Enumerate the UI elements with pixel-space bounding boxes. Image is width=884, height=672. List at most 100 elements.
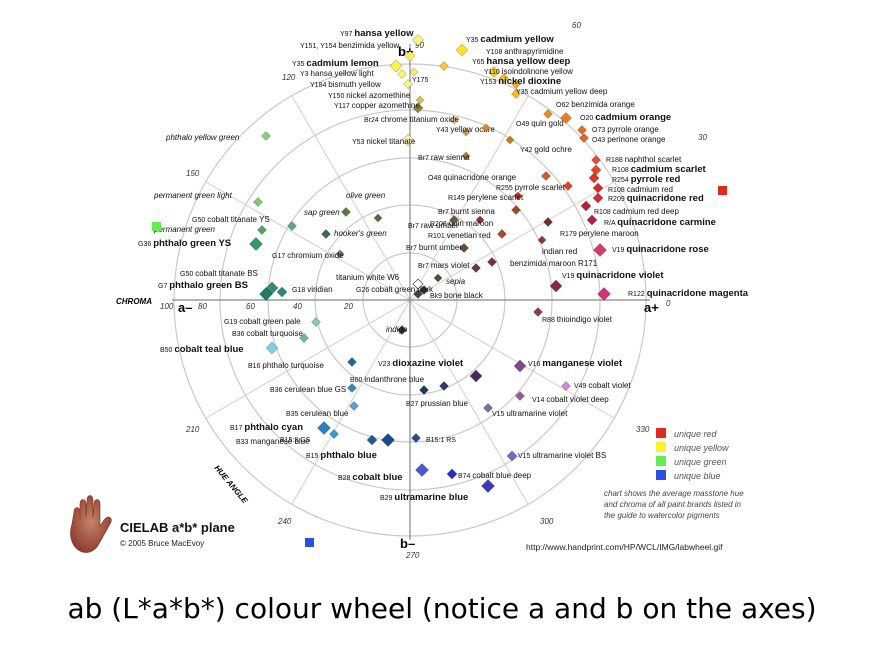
- slide-caption: ab (L*a*b*) colour wheel (notice a and b…: [67, 592, 817, 625]
- pigment-entry: G19 cobalt green pale: [224, 317, 321, 327]
- pigment-label: O73 pyrrole orange: [592, 125, 659, 134]
- pigment-label: V15 ultramarine violet: [492, 409, 568, 418]
- pigment-name: manganese blue: [250, 437, 310, 446]
- pigment-marker: [563, 181, 573, 191]
- pigment-label: G7 phthalo green BS: [158, 280, 248, 291]
- pigment-code: Y151, Y154: [300, 43, 338, 50]
- pigment-name: ultramarine violet: [506, 409, 568, 418]
- pigment-code: Br24: [364, 117, 381, 124]
- pigment-name: indigo: [386, 325, 408, 334]
- hue-tick: 150: [186, 169, 200, 178]
- pigment-name: olive green: [346, 191, 386, 200]
- pigment-entry: B60 indanthrone blue: [350, 375, 449, 391]
- pigment-code: Y97: [340, 31, 354, 38]
- pigment-entry: titanium white W6: [336, 273, 424, 290]
- legend-swatch: [656, 442, 666, 452]
- pigment-label: G17 chromium oxide: [272, 251, 344, 260]
- pigment-entry: B50 cobalt teal blue: [160, 341, 279, 355]
- pigment-marker: [347, 383, 357, 393]
- pigment-label: phthalo yellow green: [165, 133, 240, 142]
- pigment-name: venetian red: [447, 231, 491, 240]
- pigment-code: R254: [612, 177, 631, 184]
- pigment-entry: Y53 nickel titanate: [352, 133, 416, 147]
- pigment-label: O48 quinacridone orange: [428, 173, 517, 182]
- pigment-code: Y150: [328, 93, 346, 100]
- pigment-code: V23: [378, 361, 392, 368]
- pigment-name: raw sienna: [431, 153, 470, 162]
- pigment-marker: [381, 433, 395, 447]
- pigment-marker: [560, 112, 572, 124]
- pigment-marker: [317, 421, 331, 435]
- pigment-marker: [449, 215, 459, 225]
- pigment-entry: R101 venetian red: [428, 229, 507, 240]
- pigment-label: B17 phthalo cyan: [230, 422, 303, 433]
- pigment-label: B36 cerulean blue GS: [270, 385, 346, 394]
- pigment-code: R149: [448, 195, 467, 202]
- pigment-entry: Y175: [409, 67, 428, 84]
- pigment-name: nickel azomethine: [346, 91, 411, 100]
- pigment-entry: O43 perinone orange: [579, 133, 666, 144]
- pigment-marker: [511, 79, 521, 89]
- pigment-name: pyrrole scarlet: [515, 183, 566, 192]
- pigment-marker: [412, 278, 424, 290]
- pigment-label: Y110 isoindolinone yellow: [484, 67, 573, 76]
- pigment-entry: V15 ultramarine violet BS: [506, 450, 606, 462]
- pigment-entry: indigo: [386, 325, 408, 335]
- pigment-entry: B36 cerulean blue GS: [270, 383, 357, 394]
- pigment-entry: Y150 nickel azomethine: [328, 91, 425, 105]
- pigment-name-bold: cadmium lemon: [306, 58, 379, 69]
- hue-tick: 240: [277, 517, 292, 526]
- pigment-marker: [409, 67, 419, 77]
- pigment-marker: [415, 95, 425, 105]
- pigment-label: B28 cobalt blue: [338, 472, 403, 483]
- pigment-code: R108: [594, 209, 613, 216]
- hue-tick: 0: [666, 299, 671, 308]
- pigment-entry: R/A quinacridone carmine: [586, 214, 716, 228]
- pigment-code: O43: [592, 137, 607, 144]
- pigment-entry: V23 dioxazine violet: [378, 358, 483, 383]
- pigment-label: Br7 raw umber: [408, 221, 459, 230]
- pigment-marker: [511, 205, 521, 215]
- pigment-name: cadmium yellow deep: [530, 87, 607, 96]
- pigment-name-bold: quinacridone red: [627, 193, 704, 204]
- pigment-code: Br7: [408, 223, 421, 230]
- legend-swatch: [656, 456, 666, 466]
- pigment-name-bold: cadmium yellow: [480, 34, 554, 45]
- pigment-label: Y153 nickel dioxine: [480, 76, 561, 87]
- pigment-marker: [419, 385, 429, 395]
- note-line: and chroma of all paint brands listed in: [604, 500, 742, 509]
- pigment-label: O43 perinone orange: [592, 135, 666, 144]
- pigment-label: B29 ultramarine blue: [380, 492, 468, 503]
- pigment-name: indian red: [542, 247, 577, 256]
- hue-tick: 120: [282, 73, 296, 82]
- pigment-name: benzimida maroon R171: [510, 259, 598, 268]
- pigment-name: perinone orange: [607, 135, 666, 144]
- hue-angle-ticks: 0 30 60 90 120 150 210 240 270 300 330: [185, 21, 707, 560]
- pigment-name-bold: cobalt blue: [352, 472, 402, 483]
- pigment-entry: R206 quin maroon: [430, 215, 493, 228]
- pigment-name: sepia: [446, 277, 466, 286]
- pigment-name-bold: phthalo blue: [320, 450, 376, 461]
- pigment-name: cobalt violet: [588, 381, 631, 390]
- legend-label: unique red: [674, 429, 718, 439]
- pigment-marker: [439, 61, 449, 71]
- pigment-label: Y42 gold ochre: [520, 145, 572, 154]
- pigment-label: B15:3 GS: [280, 437, 311, 444]
- pigment-code: G26: [356, 287, 371, 294]
- pigment-code: R255: [496, 185, 515, 192]
- hue-tick: 330: [636, 425, 650, 434]
- legend-swatch: [656, 428, 666, 438]
- pigment-code: Br7: [406, 245, 419, 252]
- pigment-label: Y97 hansa yellow: [340, 28, 414, 39]
- pigment-code: B33: [236, 439, 250, 446]
- pigment-marker: [347, 357, 357, 367]
- pigment-entry: B27 prussian blue: [406, 385, 469, 408]
- pigment-marker: [259, 287, 273, 301]
- pigment-marker: [487, 257, 497, 267]
- pigment-label: Y150 nickel azomethine: [328, 91, 411, 100]
- pigment-entry: V16 manganese violet: [513, 358, 623, 373]
- pigment-label: G19 cobalt green pale: [224, 317, 301, 326]
- pigment-code: B28: [338, 475, 352, 482]
- pigment-name: thioindigo violet: [557, 315, 613, 324]
- pigment-entry: Br7 burnt umber: [406, 243, 469, 253]
